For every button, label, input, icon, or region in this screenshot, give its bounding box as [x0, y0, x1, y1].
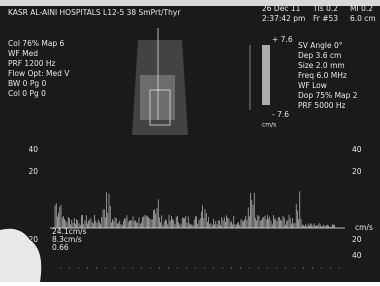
ultrasound-screen: KASR AL-AINI HOSPITALS L12-5 38 SmPrt/Th… [0, 0, 380, 282]
header-frame: Fr #53 [313, 14, 338, 23]
color-setting: Col 76% Map 6 [8, 39, 65, 48]
color-scale-unit: cm/s [262, 122, 276, 129]
header-time: 2:37:42 pm [262, 14, 305, 23]
doppler-setting: PRF 5000 Hz [298, 101, 346, 110]
header-depth: 6.0 cm [350, 14, 376, 23]
spectrum-axis-label: 40 [28, 251, 38, 260]
doppler-setting: SV Angle 0° [298, 41, 343, 50]
doppler-setting: Freq 6.0 MHz [298, 71, 347, 80]
spectrum-axis-label: 40 [352, 251, 362, 260]
header-tis: TIs 0.2 [312, 4, 338, 13]
color-setting: BW 0 Pg 0 [8, 79, 47, 88]
color-setting: WF Med [8, 49, 38, 58]
color-scale-top: + 7.6 [272, 35, 293, 44]
spectrum-axis-label: 20 [28, 235, 38, 244]
color-setting: Col 0 Pg 0 [8, 89, 46, 98]
doppler-setting: Dop 75% Map 2 [298, 91, 358, 100]
color-bar [262, 45, 270, 105]
header-title: KASR AL-AINI HOSPITALS L12-5 38 SmPrt/Th… [8, 8, 181, 17]
spectrum-axis-label: 20 [28, 167, 38, 176]
spectrum-unit: cm/s [355, 223, 373, 232]
spectrum-axis-label: 20 [352, 235, 362, 244]
spectrum-axis-label: 20 [352, 167, 362, 176]
doppler-setting: Size 2.0 mm [298, 61, 345, 70]
header-mi: MI 0.2 [350, 4, 373, 13]
doppler-setting: Dep 3.6 cm [298, 51, 341, 60]
spectrum-axis-label: 40 [28, 145, 38, 154]
color-setting: Flow Opt: Med V [8, 69, 70, 78]
doppler-setting: WF Low [298, 81, 327, 90]
color-setting: PRF 1200 Hz [8, 59, 56, 68]
measurement: 0.66 [52, 243, 69, 252]
color-scale-bottom: - 7.6 [272, 110, 289, 119]
spectrum-axis-label: 40 [352, 145, 362, 154]
header-date: 26 Dec 11 [262, 4, 301, 13]
